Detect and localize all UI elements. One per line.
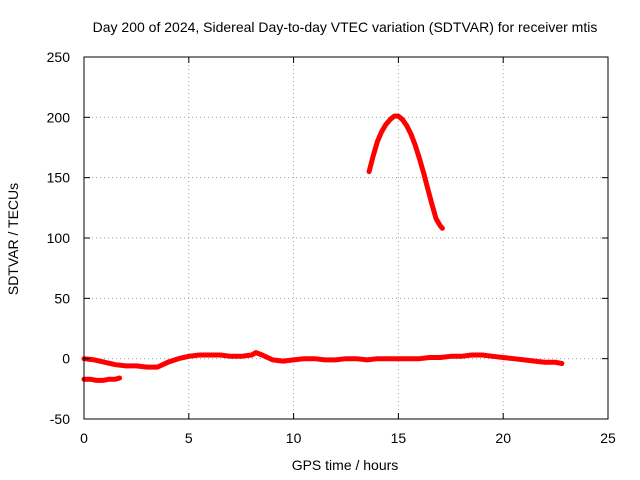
x-axis-label: GPS time / hours	[292, 457, 399, 473]
data-series-layer	[81, 113, 565, 383]
y-tick-label: 150	[47, 170, 71, 186]
x-tick-label: 25	[600, 430, 616, 446]
grid	[84, 57, 608, 419]
series-peak-arc	[366, 113, 445, 231]
y-tick-label: 0	[62, 351, 70, 367]
y-tick-label: -50	[50, 411, 70, 427]
series-main-track	[81, 350, 565, 370]
x-tick-label: 5	[185, 430, 193, 446]
axis-ticks: 0 5 10 15 20 25 -50 0 50 100 150 200 250	[47, 49, 616, 446]
y-tick-label: 250	[47, 49, 71, 65]
y-tick-label: 50	[54, 290, 70, 306]
chart-title: Day 200 of 2024, Sidereal Day-to-day VTE…	[93, 19, 598, 35]
x-tick-label: 10	[286, 430, 302, 446]
y-axis-label: SDTVAR / TECUs	[5, 183, 21, 295]
x-tick-label: 20	[495, 430, 511, 446]
y-tick-label: 100	[47, 230, 71, 246]
series-early-offset-track	[81, 375, 123, 383]
x-tick-label: 15	[391, 430, 407, 446]
x-tick-label: 0	[80, 430, 88, 446]
y-tick-label: 200	[47, 109, 71, 125]
